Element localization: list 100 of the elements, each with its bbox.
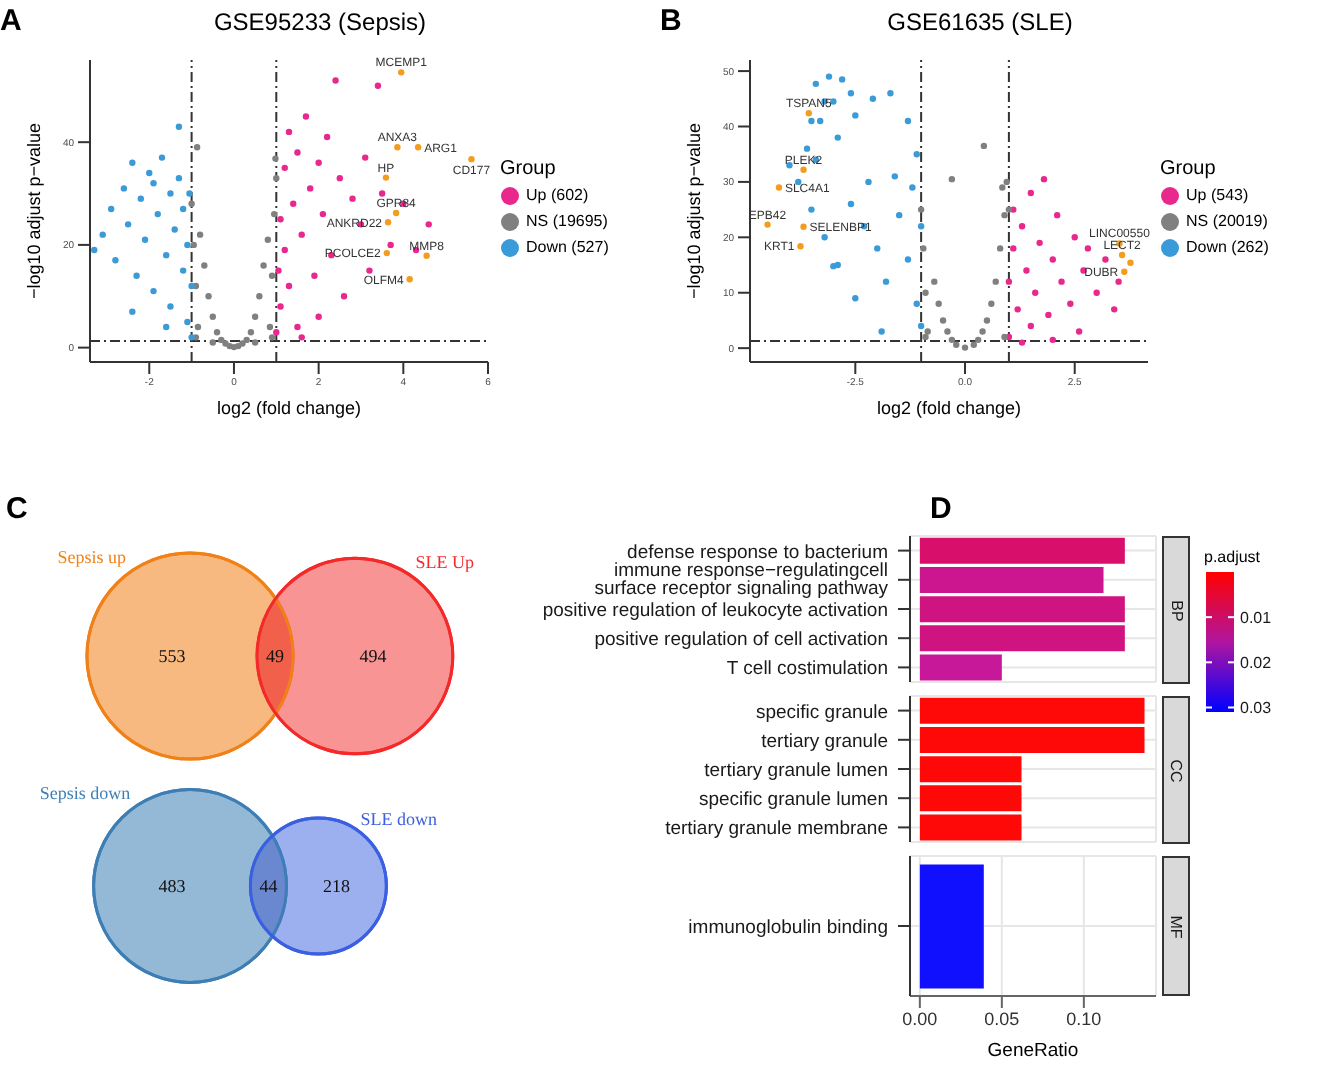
point — [298, 231, 305, 238]
text: A — [0, 4, 22, 38]
x-axis-title: GeneRatio — [987, 1040, 1079, 1062]
point — [931, 278, 938, 285]
x-axis-title: log2 (fold change) — [216, 398, 362, 418]
point — [362, 154, 369, 161]
point — [319, 210, 327, 218]
y-tick-label: specific granule lumen — [698, 789, 888, 812]
x-axis-title: log2 (fold change) — [876, 398, 1022, 418]
point — [414, 144, 422, 151]
data-label: 44 — [259, 876, 279, 896]
point — [1027, 189, 1035, 197]
point — [825, 73, 833, 80]
legend-label: Down (262) — [1186, 238, 1269, 256]
chart-title: GSE61635 (SLE) — [885, 8, 1075, 36]
point — [163, 251, 170, 259]
y-tick-label: tertiary granule lumen — [704, 760, 888, 782]
point — [141, 236, 149, 243]
point — [298, 334, 305, 341]
point — [290, 200, 297, 208]
y2-axis-title: CC — [1167, 758, 1185, 782]
point — [974, 336, 982, 344]
point — [158, 154, 166, 161]
point — [917, 322, 925, 330]
chart-title: GSE95233 (Sepsis) — [211, 8, 429, 36]
point — [150, 180, 157, 187]
point — [184, 318, 191, 326]
point — [188, 334, 195, 341]
legend-label: NS (20019) — [1186, 212, 1268, 230]
point — [852, 112, 859, 119]
category-label: SLE Up — [415, 551, 476, 572]
point — [129, 159, 136, 166]
point — [1053, 211, 1061, 219]
point — [268, 272, 276, 279]
point — [1071, 234, 1078, 241]
point — [285, 128, 293, 136]
point — [184, 241, 191, 249]
point — [1001, 333, 1008, 341]
point — [209, 339, 216, 346]
point — [1118, 251, 1126, 259]
point — [196, 231, 204, 238]
point — [266, 323, 274, 331]
point — [1121, 268, 1128, 275]
point — [315, 159, 322, 166]
point — [272, 155, 279, 162]
point — [167, 190, 174, 197]
point — [922, 333, 929, 341]
y-tick-label: tertiary granule — [761, 730, 888, 753]
point — [209, 313, 216, 320]
point — [277, 303, 284, 310]
point — [800, 223, 807, 230]
point — [112, 257, 119, 264]
point — [188, 282, 195, 290]
point — [1075, 328, 1083, 335]
point — [392, 209, 400, 217]
point — [163, 323, 170, 331]
point — [268, 334, 276, 341]
point — [935, 300, 942, 308]
point — [1014, 306, 1021, 313]
point — [302, 113, 310, 120]
point — [865, 178, 872, 186]
point — [896, 211, 903, 219]
point — [1058, 278, 1065, 285]
point — [154, 210, 161, 218]
point — [186, 190, 193, 197]
point — [917, 223, 925, 230]
point — [423, 252, 430, 259]
data-label: 553 — [158, 646, 187, 666]
point — [917, 206, 925, 213]
point — [869, 95, 877, 102]
point — [256, 293, 263, 300]
point — [239, 340, 246, 347]
point — [311, 272, 318, 279]
point — [99, 231, 106, 238]
point — [179, 205, 187, 213]
point — [398, 69, 405, 76]
legend-label: Up (543) — [1186, 186, 1249, 204]
point — [939, 317, 947, 324]
point — [150, 287, 157, 295]
point — [340, 293, 348, 300]
point — [1036, 239, 1043, 247]
point — [264, 236, 272, 243]
point — [983, 317, 991, 324]
point — [384, 219, 392, 226]
point — [904, 117, 912, 125]
color-bar-label: 0.02 — [1240, 654, 1273, 673]
point — [1040, 175, 1048, 183]
point — [107, 205, 115, 213]
point — [948, 175, 956, 183]
point — [797, 242, 804, 250]
point — [887, 90, 894, 97]
point — [979, 328, 986, 335]
point — [874, 245, 881, 252]
point — [382, 174, 390, 181]
point — [336, 174, 344, 182]
point — [996, 245, 1004, 252]
point — [124, 221, 132, 228]
point — [808, 117, 815, 125]
point — [247, 329, 255, 336]
point — [205, 293, 212, 300]
